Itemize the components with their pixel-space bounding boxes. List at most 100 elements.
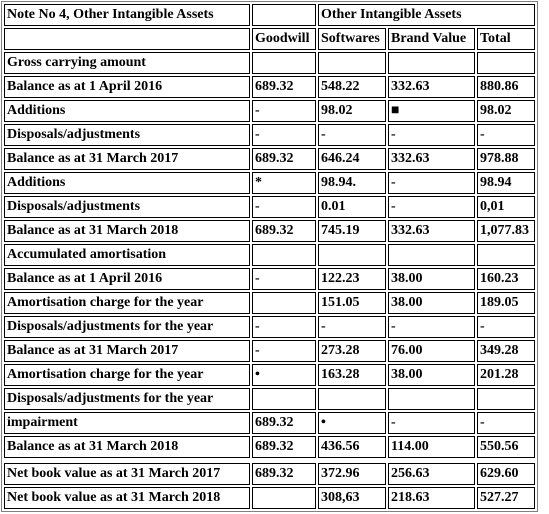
spacer-cell: [388, 460, 475, 461]
value-cell: [252, 292, 316, 314]
value-cell: [318, 52, 386, 74]
value-cell: 163.28: [318, 364, 386, 386]
row-label: Disposals/adjustments for the year: [4, 388, 250, 410]
value-cell: [252, 388, 316, 410]
value-cell: ■: [388, 100, 475, 122]
value-cell: -: [252, 196, 316, 218]
value-cell: 436.56: [318, 436, 386, 458]
spacer-cell: [252, 460, 316, 461]
value-cell: -: [388, 412, 475, 434]
row-label: Balance as at 1 April 2016: [4, 268, 250, 290]
value-cell: 1,077.83: [477, 220, 535, 242]
net-value-row: Net book value as at 31 March 2017 689.32…: [4, 463, 535, 485]
table-row: Balance as at 31 March 2018 689.32 436.56 1…: [4, 436, 535, 458]
value-cell: 689.32: [252, 220, 316, 242]
row-label: Balance as at 31 March 2017: [4, 340, 250, 362]
section-spacer: [4, 460, 535, 461]
table-row: Balance as at 31 March 2017 689.32 646.24 3…: [4, 148, 535, 170]
value-cell: -: [477, 412, 535, 434]
value-cell: 689.32: [252, 148, 316, 170]
value-cell: 349.28: [477, 340, 535, 362]
row-label: Amortisation charge for the year: [4, 292, 250, 314]
value-cell: [388, 52, 475, 74]
value-cell: 256.63: [388, 463, 475, 485]
value-cell: 114.00: [388, 436, 475, 458]
value-cell: [388, 388, 475, 410]
value-cell: [252, 244, 316, 266]
column-header-softwares: Softwares: [318, 28, 386, 50]
value-cell: 218.63: [388, 487, 475, 509]
row-label: Balance as at 31 March 2018: [4, 220, 250, 242]
table-row: Balance as at 31 March 2018 689.32 745.19 3…: [4, 220, 535, 242]
value-cell: [477, 388, 535, 410]
value-cell: [388, 244, 475, 266]
table-row: Balance as at 1 April 2016-122.23 38.00 16…: [4, 268, 535, 290]
value-cell: 646.24: [318, 148, 386, 170]
table-row: Disposals/adjustments -0.01-0,01: [4, 196, 535, 218]
value-cell: -: [477, 316, 535, 338]
value-cell: 76.00: [388, 340, 475, 362]
table-row: Additions -98.02 ■ 98.02: [4, 100, 535, 122]
value-cell: 880.86: [477, 76, 535, 98]
value-cell: [252, 487, 316, 509]
value-cell: •: [252, 364, 316, 386]
row-label: Balance as at 31 March 2017: [4, 148, 250, 170]
row-label: Balance as at 31 March 2018: [4, 436, 250, 458]
value-cell: 98.94: [477, 172, 535, 194]
value-cell: 332.63: [388, 220, 475, 242]
table-row: Amortisation charge for the year • 163.28 3…: [4, 364, 535, 386]
row-label: Accumulated amortisation: [4, 244, 250, 266]
table-row: Balance as at 1 April 2016 689.32 548.22 33…: [4, 76, 535, 98]
value-cell: 372.96: [318, 463, 386, 485]
value-cell: 527.27: [477, 487, 535, 509]
spacer-cell: [4, 460, 250, 461]
value-cell: -: [388, 196, 475, 218]
value-cell: -: [252, 340, 316, 362]
row-label: Disposals/adjustments for the year: [4, 316, 250, 338]
value-cell: 98.94.: [318, 172, 386, 194]
value-cell: 978.88: [477, 148, 535, 170]
value-cell: -: [252, 316, 316, 338]
column-header-goodwill: Goodwill: [252, 28, 316, 50]
table-row: Additions * 98.94. -98.94: [4, 172, 535, 194]
value-cell: 0.01: [318, 196, 386, 218]
table-row: Gross carrying amount: [4, 52, 535, 74]
row-label: impairment: [4, 412, 250, 434]
value-cell: 308,63: [318, 487, 386, 509]
row-label: Additions: [4, 100, 250, 122]
row-label: Amortisation charge for the year: [4, 364, 250, 386]
value-cell: 151.05: [318, 292, 386, 314]
value-cell: -: [252, 124, 316, 146]
value-cell: 38.00: [388, 268, 475, 290]
value-cell: •: [318, 412, 386, 434]
value-cell: 98.02: [318, 100, 386, 122]
spacer-cell: [318, 460, 386, 461]
group-header: Other Intangible Assets: [318, 4, 535, 26]
column-header-row: Goodwill Softwares Brand Value Total: [4, 28, 535, 50]
intangible-assets-table: Note No 4, Other Intangible Assets Other…: [1, 1, 538, 512]
column-header-total: Total: [477, 28, 535, 50]
value-cell: 332.63: [388, 76, 475, 98]
value-cell: -: [388, 124, 475, 146]
table-row: Disposals/adjustments for the year - - - -: [4, 316, 535, 338]
value-cell: *: [252, 172, 316, 194]
value-cell: [318, 388, 386, 410]
row-label: Gross carrying amount: [4, 52, 250, 74]
value-cell: 38.00: [388, 364, 475, 386]
value-cell: -: [388, 172, 475, 194]
value-cell: 550.56: [477, 436, 535, 458]
row-label: Balance as at 1 April 2016: [4, 76, 250, 98]
value-cell: 629.60: [477, 463, 535, 485]
row-label: Net book value as at 31 March 2017: [4, 463, 250, 485]
value-cell: [318, 244, 386, 266]
empty-cell: [252, 4, 316, 26]
row-label: Additions: [4, 172, 250, 194]
value-cell: 332.63: [388, 148, 475, 170]
row-label: Net book value as at 31 March 2018: [4, 487, 250, 509]
empty-cell: [4, 28, 250, 50]
value-cell: 160.23: [477, 268, 535, 290]
value-cell: [252, 52, 316, 74]
value-cell: 689.32: [252, 76, 316, 98]
value-cell: 689.32: [252, 436, 316, 458]
